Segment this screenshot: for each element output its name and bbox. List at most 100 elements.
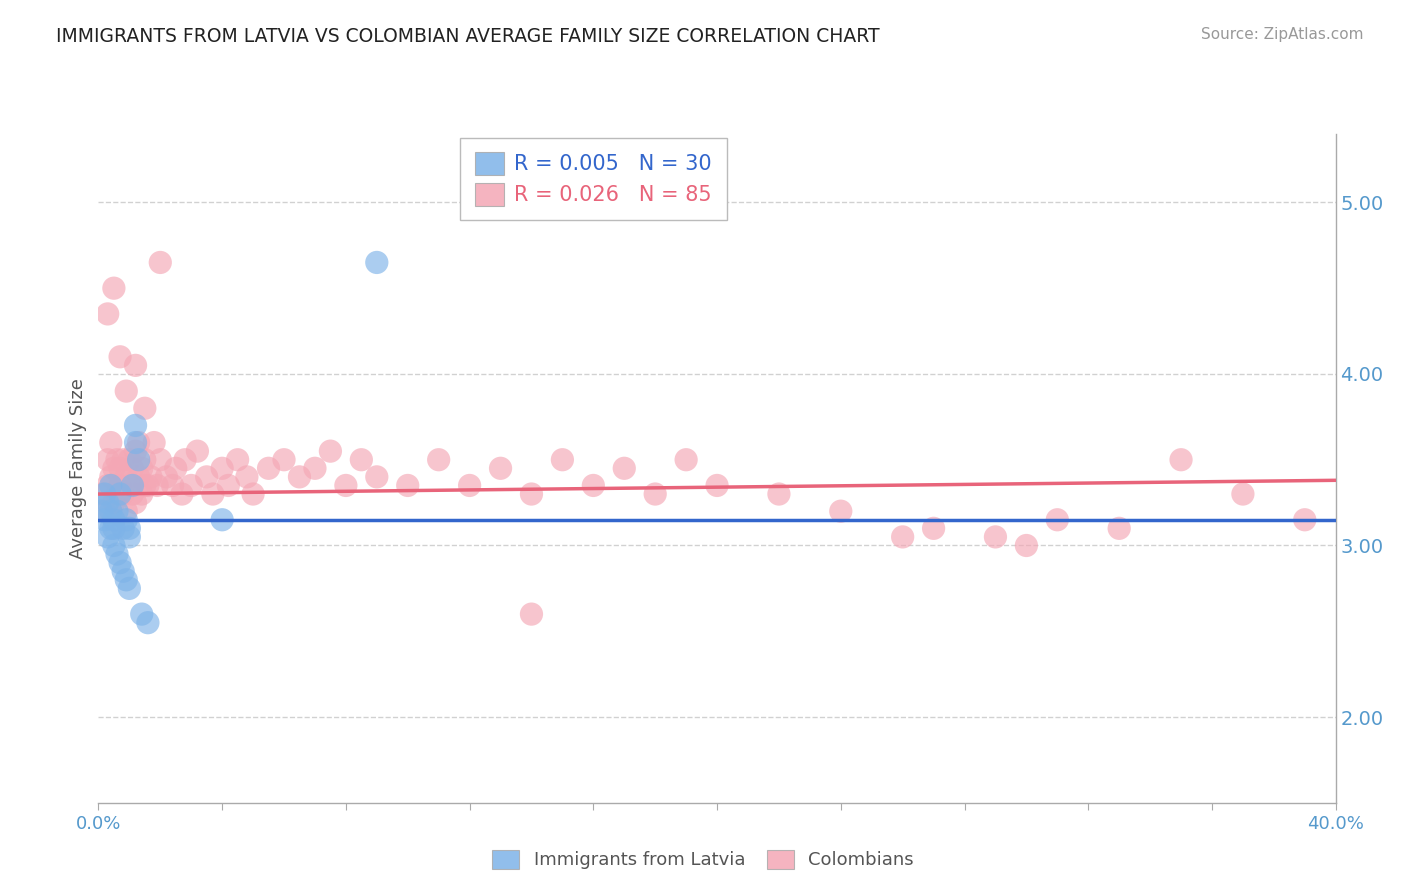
Point xyxy=(257,461,280,475)
Point xyxy=(131,461,153,475)
Point xyxy=(100,504,122,518)
Point xyxy=(90,504,112,518)
Point xyxy=(118,530,141,544)
Point xyxy=(366,255,388,269)
Point xyxy=(115,470,138,484)
Point xyxy=(93,487,115,501)
Point xyxy=(108,487,131,501)
Point xyxy=(105,504,128,518)
Point xyxy=(100,470,122,484)
Point xyxy=(100,435,122,450)
Point xyxy=(134,452,156,467)
Point xyxy=(143,435,166,450)
Point xyxy=(136,615,159,630)
Point xyxy=(217,478,239,492)
Point xyxy=(112,521,135,535)
Point xyxy=(134,478,156,492)
Text: Source: ZipAtlas.com: Source: ZipAtlas.com xyxy=(1201,27,1364,42)
Point xyxy=(582,478,605,492)
Point xyxy=(121,487,143,501)
Point xyxy=(134,401,156,416)
Point xyxy=(124,444,146,458)
Point xyxy=(124,435,146,450)
Point xyxy=(174,452,197,467)
Point xyxy=(121,461,143,475)
Point xyxy=(396,478,419,492)
Point xyxy=(118,452,141,467)
Text: IMMIGRANTS FROM LATVIA VS COLOMBIAN AVERAGE FAMILY SIZE CORRELATION CHART: IMMIGRANTS FROM LATVIA VS COLOMBIAN AVER… xyxy=(56,27,880,45)
Point xyxy=(128,435,150,450)
Point xyxy=(108,461,131,475)
Point xyxy=(112,564,135,578)
Point xyxy=(115,504,138,518)
Point xyxy=(366,470,388,484)
Point xyxy=(170,487,193,501)
Point xyxy=(103,461,125,475)
Point xyxy=(304,461,326,475)
Point xyxy=(551,452,574,467)
Point xyxy=(136,478,159,492)
Point xyxy=(1170,452,1192,467)
Point xyxy=(108,350,131,364)
Point xyxy=(100,521,122,535)
Point xyxy=(768,487,790,501)
Point xyxy=(118,521,141,535)
Point xyxy=(458,478,481,492)
Point xyxy=(830,504,852,518)
Point xyxy=(90,487,112,501)
Point xyxy=(105,452,128,467)
Point xyxy=(124,359,146,373)
Point xyxy=(124,495,146,509)
Point xyxy=(675,452,697,467)
Point xyxy=(1046,513,1069,527)
Point xyxy=(149,255,172,269)
Point xyxy=(97,495,120,509)
Point xyxy=(180,478,202,492)
Point xyxy=(100,478,122,492)
Point xyxy=(97,530,120,544)
Point xyxy=(108,556,131,570)
Point xyxy=(105,487,128,501)
Point xyxy=(124,418,146,433)
Point xyxy=(1108,521,1130,535)
Point xyxy=(97,307,120,321)
Point xyxy=(211,461,233,475)
Point xyxy=(520,607,543,621)
Point xyxy=(146,478,169,492)
Point xyxy=(520,487,543,501)
Point xyxy=(1015,539,1038,553)
Legend: R = 0.005   N = 30, R = 0.026   N = 85: R = 0.005 N = 30, R = 0.026 N = 85 xyxy=(460,137,727,220)
Point xyxy=(121,478,143,492)
Point xyxy=(489,461,512,475)
Point xyxy=(201,487,224,501)
Point xyxy=(644,487,666,501)
Point xyxy=(288,470,311,484)
Point xyxy=(115,573,138,587)
Point xyxy=(118,478,141,492)
Y-axis label: Average Family Size: Average Family Size xyxy=(69,378,87,558)
Point xyxy=(165,461,187,475)
Point xyxy=(103,495,125,509)
Point xyxy=(149,452,172,467)
Point xyxy=(319,444,342,458)
Point xyxy=(115,513,138,527)
Point xyxy=(1294,513,1316,527)
Point xyxy=(108,478,131,492)
Point xyxy=(706,478,728,492)
Point xyxy=(236,470,259,484)
Point xyxy=(427,452,450,467)
Point xyxy=(97,452,120,467)
Point xyxy=(139,470,162,484)
Point xyxy=(242,487,264,501)
Point xyxy=(335,478,357,492)
Point xyxy=(186,444,208,458)
Point xyxy=(226,452,249,467)
Point xyxy=(162,478,184,492)
Legend: Immigrants from Latvia, Colombians: Immigrants from Latvia, Colombians xyxy=(484,841,922,879)
Point xyxy=(211,513,233,527)
Point xyxy=(891,530,914,544)
Point xyxy=(350,452,373,467)
Point xyxy=(273,452,295,467)
Point xyxy=(128,452,150,467)
Point xyxy=(115,384,138,398)
